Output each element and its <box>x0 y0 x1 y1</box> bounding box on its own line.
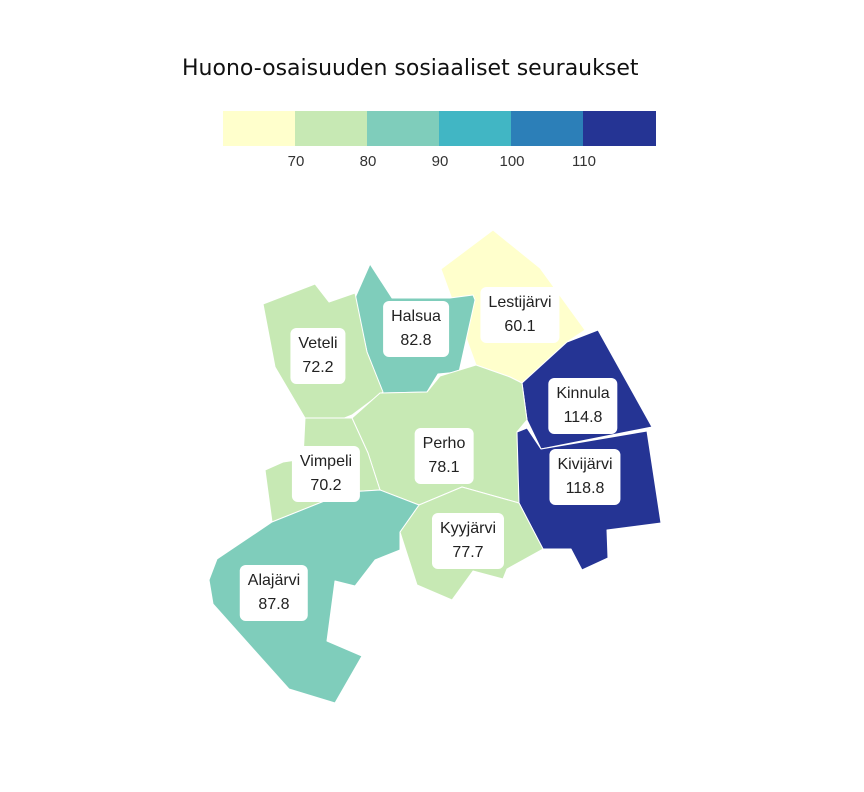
color-legend: 70 80 90 100 110 <box>223 111 657 170</box>
region-name: Halsua <box>391 308 441 325</box>
legend-tick-label: 110 <box>572 153 596 170</box>
region-label-alajarvi: Alajärvi 87.8 <box>239 565 309 621</box>
region-name: Kivijärvi <box>557 456 613 473</box>
legend-tick-label: 90 <box>431 153 449 170</box>
region-value: 82.8 <box>400 332 432 349</box>
region-label-kivijarvi: Kivijärvi 118.8 <box>549 449 621 505</box>
region-value: 118.8 <box>565 480 605 497</box>
region-label-perho: Perho 78.1 <box>414 428 474 484</box>
map-title: Huono-osaisuuden sosiaaliset seuraukset <box>182 56 639 81</box>
region-value: 78.1 <box>428 459 460 476</box>
legend-swatch <box>583 111 656 146</box>
legend-swatch <box>511 111 584 146</box>
legend-swatch <box>223 111 296 146</box>
region-label-kyyjarvi: Kyyjärvi 77.7 <box>431 513 505 569</box>
region-value: 70.2 <box>310 477 342 494</box>
region-name: Alajärvi <box>247 572 301 589</box>
region-value: 77.7 <box>452 544 484 561</box>
region-label-halsua: Halsua 82.8 <box>383 301 449 357</box>
legend-swatch <box>295 111 368 146</box>
legend-tick-label: 80 <box>359 153 377 170</box>
legend-swatch <box>439 111 512 146</box>
region-name: Vimpeli <box>299 453 353 470</box>
region-name: Kinnula <box>556 385 610 402</box>
region-label-vimpeli: Vimpeli 70.2 <box>291 446 361 502</box>
region-name: Veteli <box>298 335 338 352</box>
legend-tick-label: 100 <box>499 153 525 170</box>
region-label-kinnula: Kinnula 114.8 <box>548 378 618 434</box>
region-value: 60.1 <box>504 318 536 335</box>
region-alajarvi[interactable] <box>208 489 420 704</box>
region-label-lestijarvi: Lestijärvi 60.1 <box>480 287 560 343</box>
region-value: 114.8 <box>563 409 603 426</box>
region-label-veteli: Veteli 72.2 <box>290 328 346 384</box>
legend-tick-label: 70 <box>287 153 305 170</box>
legend-swatch <box>367 111 440 146</box>
region-value: 72.2 <box>302 359 334 376</box>
region-value: 87.8 <box>258 596 290 613</box>
region-name: Kyyjärvi <box>439 520 497 537</box>
region-name: Perho <box>422 435 466 452</box>
region-name: Lestijärvi <box>488 294 552 311</box>
